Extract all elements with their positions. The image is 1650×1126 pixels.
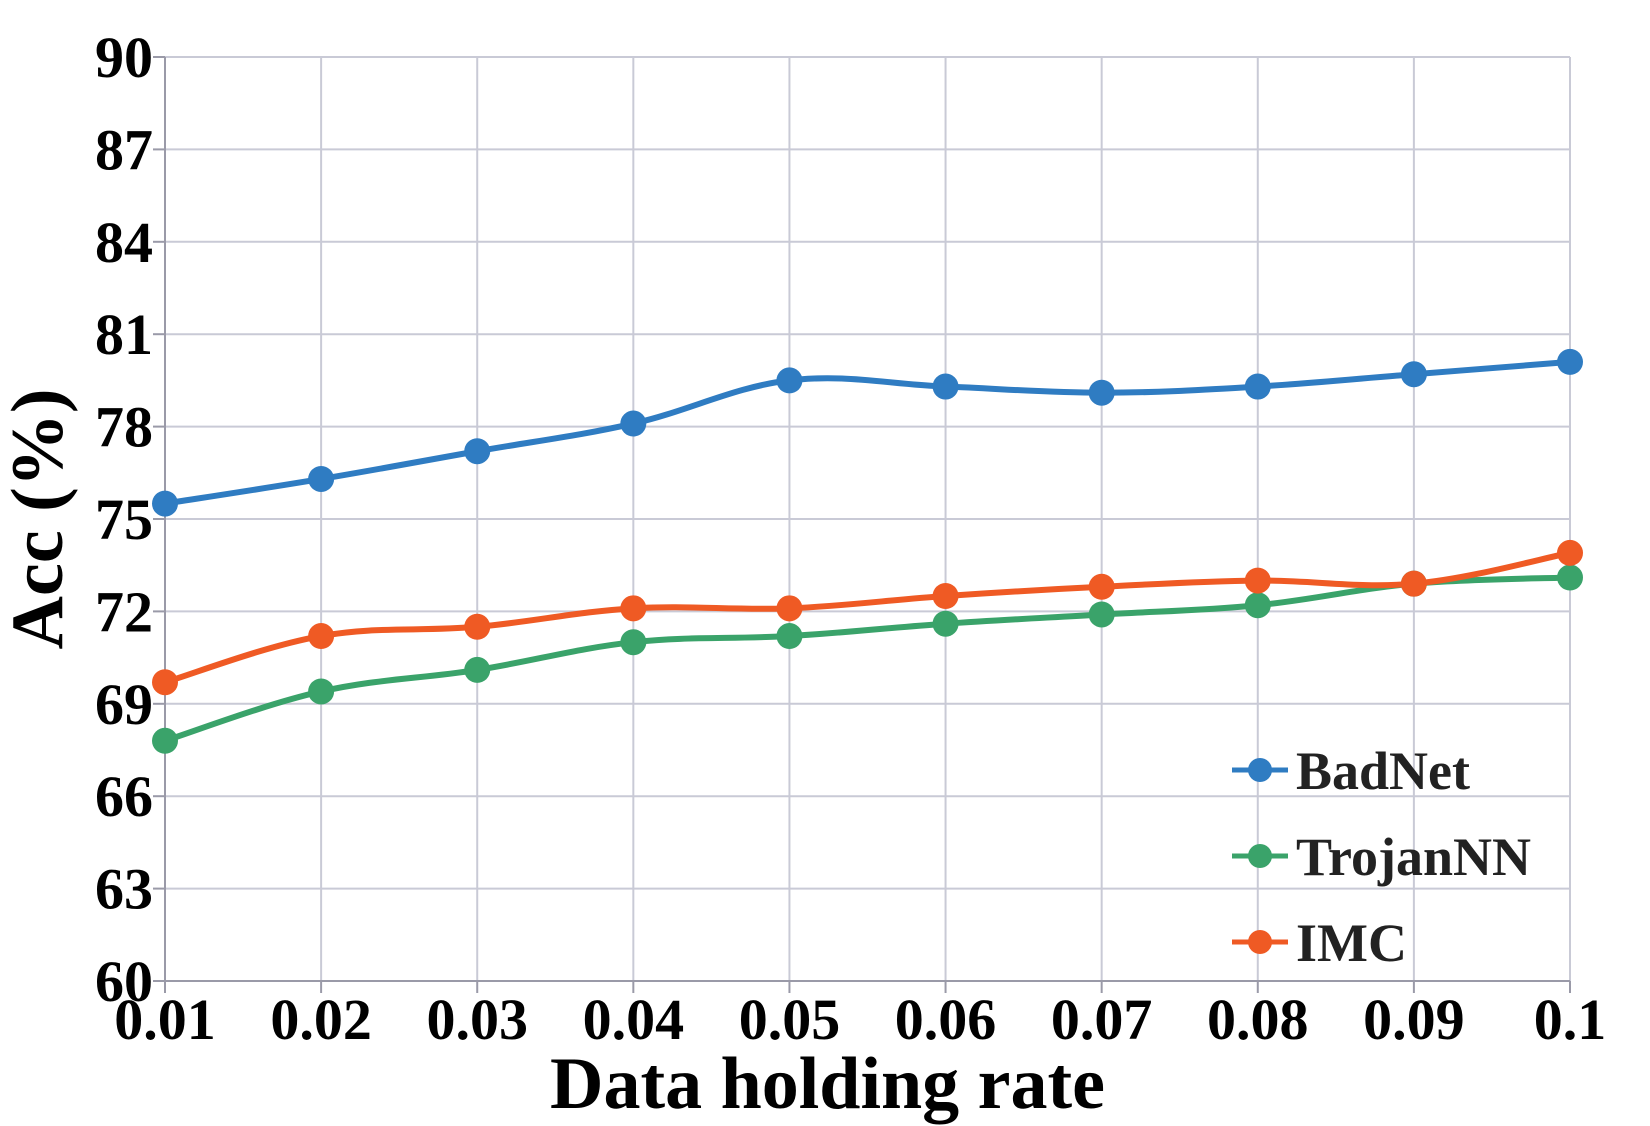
data-point-trojannn: [1244, 592, 1271, 619]
y-tick-label: 75: [95, 487, 153, 552]
x-tick-label: 0.08: [1207, 987, 1309, 1052]
y-tick-label: 78: [95, 395, 153, 460]
y-tick-label: 81: [95, 302, 153, 367]
legend-label: IMC: [1296, 913, 1407, 973]
legend-swatch-marker: [1248, 844, 1272, 868]
y-tick-labels: 60 63 66 69 72 75 78 81 84 87 90: [95, 25, 153, 1014]
data-point-imc: [1400, 570, 1427, 597]
y-tick-label: 72: [95, 579, 153, 644]
y-tick-label: 69: [95, 672, 153, 737]
legend-item-badnet: BadNet: [1232, 741, 1470, 801]
y-tick-label: 84: [95, 210, 153, 275]
x-tick-label: 0.1: [1534, 987, 1607, 1052]
y-tick-label: 87: [95, 117, 153, 182]
y-tick-label: 63: [95, 857, 153, 922]
data-point-imc: [308, 623, 335, 650]
data-point-trojannn: [932, 610, 959, 637]
y-tick-label: 60: [95, 949, 153, 1014]
data-point-badnet: [1557, 348, 1583, 375]
data-point-badnet: [1088, 379, 1115, 406]
legend-label: BadNet: [1296, 741, 1470, 801]
data-point-badnet: [1400, 361, 1427, 388]
data-point-trojannn: [1088, 601, 1115, 628]
x-tick-label: 0.07: [1051, 987, 1153, 1052]
data-point-imc: [932, 583, 959, 609]
y-tick-label: 66: [95, 764, 153, 829]
data-point-trojannn: [1557, 564, 1583, 591]
legend: BadNet TrojanNN IMC: [1232, 741, 1531, 973]
series-badnet: [152, 348, 1583, 517]
data-point-badnet: [152, 490, 178, 517]
data-point-trojannn: [464, 656, 491, 683]
data-point-trojannn: [308, 678, 335, 705]
series-line-trojannn: [162, 574, 1573, 744]
x-tick-label: 0.06: [895, 987, 997, 1052]
grid: [165, 56, 1571, 981]
data-point-badnet: [776, 367, 803, 394]
data-point-badnet: [620, 410, 647, 437]
data-point-imc: [620, 595, 647, 622]
x-axis-title: Data holding rate: [550, 1043, 1105, 1125]
data-point-imc: [1557, 539, 1583, 566]
data-point-badnet: [308, 465, 335, 492]
legend-label: TrojanNN: [1296, 827, 1531, 887]
x-tick-label: 0.01: [114, 987, 216, 1052]
data-point-badnet: [464, 438, 491, 465]
data-point-imc: [152, 669, 178, 696]
data-point-badnet: [932, 373, 959, 400]
x-tick-labels: 0.01 0.02 0.03 0.04 0.05 0.06 0.07 0.08 0.09 0.1: [114, 987, 1606, 1052]
series-imc: [152, 539, 1583, 696]
data-point-trojannn: [776, 623, 803, 650]
series-line-imc: [162, 549, 1573, 686]
legend-swatch-marker: [1248, 758, 1272, 782]
data-point-imc: [776, 595, 803, 622]
data-point-trojannn: [620, 629, 647, 656]
data-point-badnet: [1244, 373, 1271, 400]
data-point-imc: [464, 613, 491, 640]
data-point-trojannn: [152, 727, 178, 754]
legend-swatch-marker: [1248, 930, 1272, 954]
axes: [153, 56, 1571, 993]
series-line-badnet: [162, 358, 1573, 507]
y-axis-title: Acc (%): [0, 389, 79, 650]
legend-item-trojannn: TrojanNN: [1232, 827, 1531, 887]
series: [152, 348, 1583, 754]
x-tick-label: 0.05: [739, 987, 841, 1052]
x-tick-label: 0.09: [1363, 987, 1465, 1052]
y-tick-label: 90: [95, 25, 153, 90]
data-point-imc: [1244, 567, 1271, 594]
x-tick-label: 0.04: [583, 987, 685, 1052]
x-tick-label: 0.02: [270, 987, 372, 1052]
x-tick-label: 0.03: [426, 987, 528, 1052]
series-trojannn: [152, 564, 1583, 754]
legend-item-imc: IMC: [1232, 913, 1407, 973]
data-point-imc: [1088, 573, 1115, 600]
